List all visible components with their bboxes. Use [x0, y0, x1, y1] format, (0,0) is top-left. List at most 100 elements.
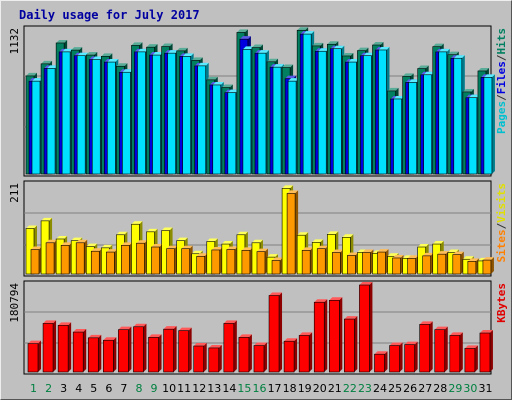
y-max-label: 211 — [8, 183, 21, 203]
bar-sites-day-10 — [166, 245, 178, 275]
legend-part: Sites — [495, 229, 508, 262]
bar-kbytes-day-13 — [208, 344, 222, 373]
x-tick-label: 13 — [207, 382, 221, 395]
x-tick-label: 1 — [30, 382, 37, 395]
bar-kbytes-day-9 — [148, 334, 162, 373]
bar-sites-day-2 — [45, 239, 58, 275]
bar-kbytes-day-2 — [42, 320, 57, 373]
bar-sites-day-24 — [377, 249, 389, 275]
bar-kbytes-day-3 — [57, 322, 72, 373]
bar-sites-day-5 — [90, 248, 103, 275]
x-tick-label: 22 — [343, 382, 357, 395]
bar-kbytes-day-30 — [464, 345, 478, 373]
bar-sites-day-23 — [362, 249, 374, 275]
bar-sites-day-20 — [316, 245, 329, 275]
bar-kbytes-day-15 — [238, 334, 252, 373]
bar-sites-day-3 — [60, 242, 73, 275]
bar-sites-day-12 — [196, 253, 208, 275]
x-tick-label: 14 — [222, 382, 236, 395]
x-tick-label: 5 — [90, 382, 97, 395]
bar-kbytes-day-23 — [359, 282, 373, 373]
x-tick-label: 27 — [418, 382, 432, 395]
bar-sites-day-31 — [482, 257, 494, 275]
bar-sites-day-29 — [452, 251, 464, 275]
x-tick-label: 18 — [283, 382, 297, 395]
bar-kbytes-day-25 — [389, 342, 403, 373]
bar-sites-day-14 — [226, 246, 238, 275]
bar-kbytes-day-22 — [344, 316, 358, 373]
bar-kbytes-day-11 — [178, 327, 192, 373]
bar-sites-day-21 — [331, 249, 344, 275]
x-tick-label: 9 — [151, 382, 158, 395]
bar-kbytes-day-12 — [193, 343, 207, 373]
x-tick-label: 26 — [403, 382, 417, 395]
bar-kbytes-day-26 — [404, 341, 418, 373]
bar-kbytes-day-29 — [449, 332, 463, 373]
bar-kbytes-day-8 — [133, 323, 147, 373]
x-tick-label: 25 — [388, 382, 402, 395]
legend-part: / — [495, 222, 508, 229]
bar-sites-day-8 — [136, 240, 148, 275]
bar-kbytes-day-5 — [87, 334, 102, 373]
x-tick-label: 3 — [60, 382, 67, 395]
bar-sites-day-22 — [347, 252, 359, 275]
x-tick-label: 21 — [328, 382, 342, 395]
bar-kbytes-day-1 — [27, 340, 41, 373]
legend-part: / — [495, 54, 508, 61]
x-tick-label: 28 — [433, 382, 447, 395]
legend-part: KBytes — [495, 283, 508, 323]
bar-sites-day-11 — [181, 245, 193, 275]
x-tick-label: 10 — [162, 382, 176, 395]
bar-sites-day-16 — [256, 248, 268, 275]
legend-part: Pages — [495, 101, 508, 134]
bar-sites-day-26 — [407, 255, 419, 275]
bar-sites-day-1 — [30, 246, 42, 275]
bar-sites-day-15 — [241, 247, 253, 275]
bar-kbytes-day-16 — [253, 342, 267, 373]
bar-kbytes-day-19 — [298, 332, 313, 373]
x-tick-label: 15 — [237, 382, 251, 395]
legend-part: Hits — [495, 28, 508, 55]
bar-kbytes-day-17 — [268, 292, 283, 373]
panel-3: 180794 KBytes — [8, 280, 508, 375]
y-max-label: 180794 — [8, 283, 21, 323]
bar-sites-day-28 — [437, 251, 449, 275]
bar-sites-day-6 — [106, 249, 118, 275]
bar-sites-day-30 — [467, 258, 479, 275]
bar-sites-day-9 — [151, 244, 163, 275]
x-tick-label: 16 — [253, 382, 267, 395]
panel-2: 211 Sites/Visits — [8, 180, 508, 277]
bar-sites-day-7 — [121, 242, 133, 275]
x-tick-label: 7 — [120, 382, 127, 395]
bar-kbytes-day-27 — [419, 321, 433, 373]
bar-kbytes-day-31 — [479, 330, 493, 373]
legend-part: / — [495, 94, 508, 101]
bar-kbytes-day-28 — [434, 326, 448, 373]
legend-part: Files — [495, 61, 508, 94]
series-legend-label: KBytes — [495, 283, 508, 323]
x-tick-label: 12 — [192, 382, 206, 395]
bar-pages-day-31 — [483, 74, 495, 175]
x-tick-label: 24 — [373, 382, 387, 395]
series-legend-label: Sites/Visits — [495, 183, 508, 263]
bar-sites-day-17 — [271, 257, 284, 275]
x-tick-label: 30 — [463, 382, 477, 395]
bar-kbytes-day-4 — [72, 329, 87, 373]
x-tick-label: 20 — [313, 382, 327, 395]
y-max-label: 1132 — [8, 28, 21, 55]
bar-kbytes-day-10 — [163, 326, 177, 373]
legend-part: Visits — [495, 183, 508, 223]
x-tick-label: 17 — [268, 382, 282, 395]
x-tick-label: 29 — [448, 382, 462, 395]
bar-sites-day-25 — [392, 254, 404, 275]
x-tick-label: 8 — [135, 382, 142, 395]
bar-sites-day-18 — [286, 190, 299, 275]
bar-kbytes-day-24 — [374, 351, 388, 373]
bar-kbytes-day-21 — [328, 297, 343, 373]
bar-sites-day-19 — [301, 247, 314, 275]
x-tick-label: 19 — [298, 382, 312, 395]
chart-title: Daily usage for July 2017 — [19, 8, 200, 22]
bar-sites-day-27 — [422, 252, 434, 275]
